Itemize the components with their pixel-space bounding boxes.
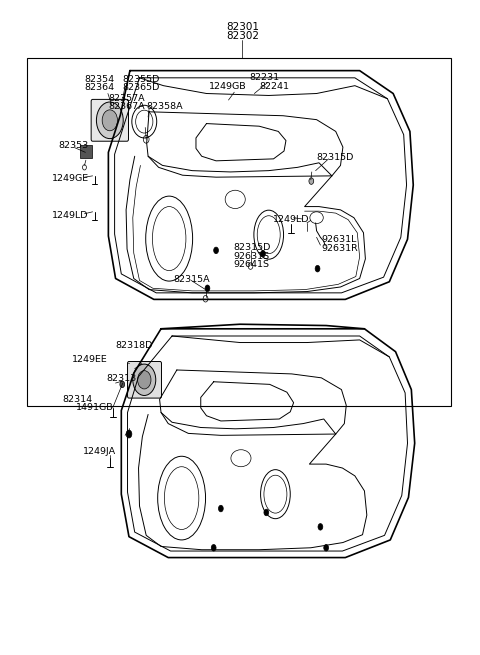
- Text: 82231: 82231: [250, 73, 280, 83]
- Text: 82354: 82354: [84, 75, 115, 84]
- Circle shape: [318, 523, 323, 530]
- Text: 82302: 82302: [226, 31, 259, 41]
- Circle shape: [309, 178, 314, 184]
- Text: 82365D: 82365D: [123, 83, 160, 92]
- Circle shape: [324, 544, 328, 551]
- Text: 82241: 82241: [259, 83, 289, 92]
- Circle shape: [261, 250, 265, 257]
- Text: 82355D: 82355D: [123, 75, 160, 84]
- Circle shape: [218, 505, 223, 512]
- Text: 92641S: 92641S: [233, 260, 269, 269]
- Text: 82318D: 82318D: [116, 341, 153, 350]
- Text: 1249GB: 1249GB: [209, 83, 247, 92]
- Text: 82314: 82314: [62, 395, 92, 404]
- Text: 82367A: 82367A: [108, 102, 145, 111]
- Text: 1249LD: 1249LD: [52, 210, 89, 219]
- Text: 82315A: 82315A: [173, 274, 210, 284]
- Text: 1491GB: 1491GB: [76, 403, 114, 412]
- Text: 1249JA: 1249JA: [83, 447, 116, 456]
- Circle shape: [264, 509, 269, 515]
- Circle shape: [102, 110, 118, 131]
- Circle shape: [120, 381, 125, 388]
- Bar: [27, 58, 451, 406]
- Text: 82301: 82301: [226, 22, 259, 32]
- Circle shape: [211, 544, 216, 551]
- Text: 82313: 82313: [106, 374, 136, 383]
- Text: 82364: 82364: [84, 83, 115, 92]
- Circle shape: [126, 430, 132, 438]
- Text: 92631L: 92631L: [322, 235, 357, 244]
- Circle shape: [214, 247, 218, 253]
- FancyBboxPatch shape: [91, 100, 129, 141]
- Circle shape: [315, 265, 320, 272]
- Text: 82357A: 82357A: [108, 94, 145, 103]
- Text: 1249LD: 1249LD: [273, 214, 309, 223]
- Text: 82315D: 82315D: [317, 153, 354, 162]
- Text: 82353: 82353: [58, 141, 88, 150]
- Text: 1249EE: 1249EE: [72, 355, 107, 364]
- Circle shape: [205, 285, 210, 291]
- Text: 1249GE: 1249GE: [52, 174, 89, 183]
- Text: 82358A: 82358A: [147, 102, 183, 111]
- Circle shape: [138, 371, 151, 389]
- Text: 92631S: 92631S: [233, 252, 269, 261]
- FancyBboxPatch shape: [80, 145, 92, 159]
- Text: 82315D: 82315D: [233, 243, 271, 252]
- FancyBboxPatch shape: [128, 362, 161, 398]
- Circle shape: [133, 364, 156, 396]
- Text: 92631R: 92631R: [322, 244, 358, 253]
- Circle shape: [96, 102, 123, 139]
